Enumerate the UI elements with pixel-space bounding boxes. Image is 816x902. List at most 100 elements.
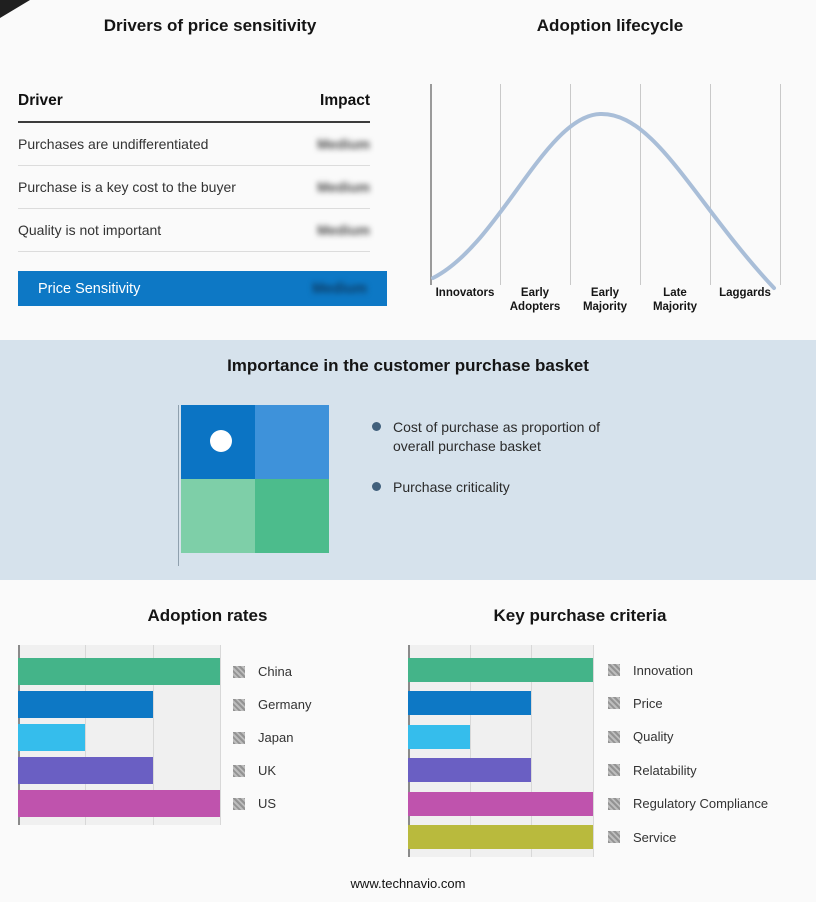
- bar-uk: [18, 757, 153, 784]
- legend-item-service: Service: [608, 828, 676, 846]
- legend-item-us: US: [233, 795, 276, 813]
- quadrant-marker-dot: [210, 430, 232, 452]
- drivers-table-header: Driver Impact: [18, 92, 370, 123]
- driver-row: Quality is not important Medium: [18, 209, 370, 252]
- purchase-basket-quadrant: [181, 405, 329, 553]
- legend-swatch-icon: [608, 697, 620, 710]
- legend-label: China: [258, 664, 292, 679]
- legend-swatch-icon: [608, 764, 620, 777]
- quadrant-top-right: [255, 405, 329, 479]
- column-header-impact: Impact: [320, 92, 370, 109]
- bar-china: [18, 658, 220, 685]
- drivers-panel-title: Drivers of price sensitivity: [103, 16, 317, 35]
- chart-gridline: [531, 645, 533, 857]
- legend-item-regulatory-compliance: Regulatory Compliance: [608, 795, 768, 813]
- driver-label: Quality is not important: [18, 222, 162, 238]
- footer-url: www.technavio.com: [350, 876, 466, 891]
- lifecycle-stage-label: Laggards: [719, 287, 771, 299]
- legend-item-price: Price: [608, 694, 663, 712]
- lifecycle-gridline: [640, 84, 641, 285]
- legend-swatch-icon: [233, 731, 245, 744]
- bullet-item: Purchase criticality: [372, 478, 644, 497]
- driver-row: Purchases are undifferentiated Medium: [18, 123, 370, 166]
- legend-item-quality: Quality: [608, 728, 673, 746]
- lifecycle-stage-label: Innovators: [435, 287, 495, 299]
- legend-swatch-icon: [233, 764, 245, 777]
- driver-label: Purchases are undifferentiated: [18, 136, 209, 152]
- legend-label: Relatability: [633, 762, 697, 778]
- bell-curve: [431, 111, 776, 290]
- chart-gridline: [220, 645, 221, 825]
- lifecycle-gridline: [780, 84, 781, 285]
- legend-swatch-icon: [608, 730, 620, 743]
- basket-panel-title: Importance in the customer purchase bask…: [227, 356, 589, 375]
- driver-table-rows: Purchases are undifferentiated Medium Purc…: [18, 123, 370, 252]
- bar-germany: [18, 691, 153, 718]
- legend-label: UK: [258, 763, 277, 778]
- bar-relatability: [408, 758, 532, 783]
- price-sensitivity-impact-blurred: Medium: [312, 280, 367, 297]
- price-sensitivity-label: Price Sensitivity: [38, 280, 141, 297]
- quadrant-axis-line: [178, 405, 179, 566]
- lifecycle-panel-title: Adoption lifecycle: [536, 16, 684, 35]
- legend-label: Innovation: [633, 662, 693, 678]
- legend-swatch-icon: [608, 664, 620, 676]
- price-sensitivity-highlight-row: Price Sensitivity Medium: [18, 271, 387, 306]
- impact-value-blurred: Medium: [317, 136, 370, 152]
- drivers-table: Driver Impact Purchases are undifferenti…: [18, 92, 370, 252]
- adoption-lifecycle-chart: [430, 84, 781, 290]
- legend-item-japan: Japan: [233, 729, 293, 747]
- legend-swatch-icon: [608, 831, 620, 843]
- lifecycle-gridline: [500, 84, 501, 285]
- lifecycle-gridline: [710, 84, 711, 285]
- legend-label: Price: [633, 695, 663, 711]
- bullet-item: Cost of purchase as proportion of overal…: [372, 418, 644, 456]
- chart-gridline: [593, 645, 594, 857]
- bullet-dot-icon: [372, 422, 381, 431]
- legend-label: Service: [633, 829, 677, 845]
- legend-label: Regulatory Compliance: [633, 796, 769, 812]
- lifecycle-stage-labels: Innovators Early Adopters Early Majority La…: [430, 287, 780, 315]
- lifecycle-stage-label: Late Majority: [652, 287, 698, 313]
- corner-fold-decoration: [0, 0, 30, 18]
- driver-label: Purchase is a key cost to the buyer: [18, 179, 236, 195]
- lifecycle-y-axis: [430, 84, 432, 285]
- bullet-dot-icon: [372, 481, 381, 491]
- chart-gridline: [152, 645, 154, 825]
- lifecycle-stage-label: Early Adopters: [509, 287, 561, 313]
- bar-service: [408, 825, 593, 849]
- lifecycle-stage-label: Early Majority: [582, 287, 628, 313]
- bar-price: [408, 691, 532, 716]
- adoption-rates-plot: [18, 645, 221, 825]
- key-purchase-criteria-plot: [408, 645, 594, 857]
- bullet-text: Cost of purchase as proportion of overal…: [393, 419, 601, 454]
- legend-item-innovation: Innovation: [608, 661, 693, 679]
- chart-y-axis: [408, 645, 410, 857]
- chart-gridline: [85, 645, 87, 825]
- bar-innovation: [408, 658, 593, 682]
- chart-gridline: [469, 645, 471, 857]
- bar-quality: [408, 724, 470, 749]
- legend-label: US: [258, 796, 277, 811]
- bar-japan: [18, 724, 86, 751]
- legend-item-uk: UK: [233, 762, 276, 780]
- basket-bullet-list: Cost of purchase as proportion of overal…: [372, 418, 644, 519]
- bullet-text: Purchase criticality: [393, 478, 510, 495]
- key-purchase-criteria-title: Key purchase criteria: [493, 606, 667, 625]
- impact-value-blurred: Medium: [317, 222, 370, 238]
- purchase-basket-band: [0, 340, 816, 580]
- adoption-rates-title: Adoption rates: [147, 606, 268, 625]
- legend-item-germany: Germany: [233, 696, 311, 714]
- legend-swatch-icon: [233, 698, 245, 711]
- legend-swatch-icon: [608, 797, 620, 810]
- column-header-driver: Driver: [18, 92, 63, 109]
- bar-regulatory-compliance: [408, 791, 593, 816]
- legend-swatch-icon: [233, 665, 245, 678]
- legend-swatch-icon: [233, 797, 245, 810]
- legend-item-china: China: [233, 663, 292, 681]
- bar-us: [18, 790, 220, 817]
- quadrant-bottom-right: [255, 479, 329, 553]
- lifecycle-gridline: [570, 84, 571, 285]
- legend-label: Germany: [258, 697, 312, 712]
- quadrant-bottom-left: [181, 479, 255, 553]
